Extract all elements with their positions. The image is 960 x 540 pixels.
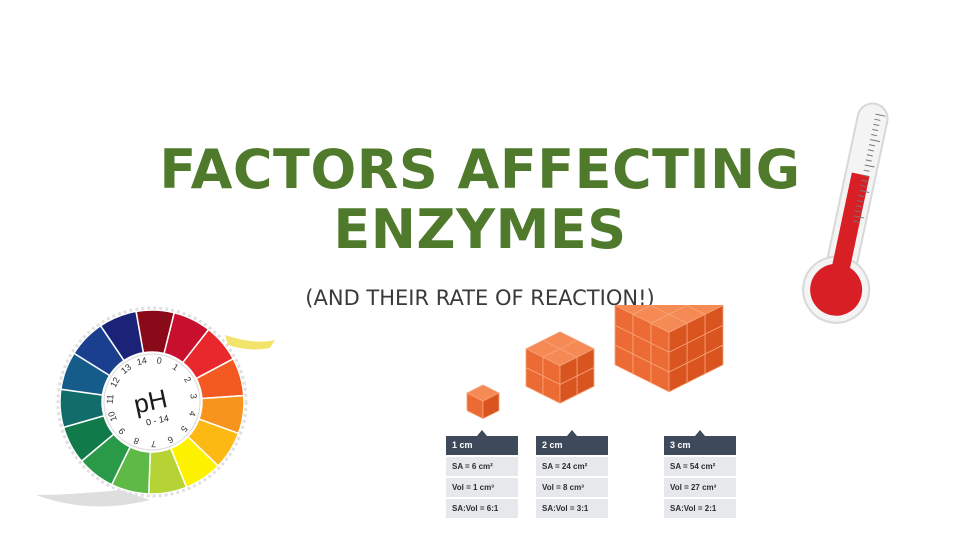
cube-card-3: 3 cm SA = 54 cm² Vol = 27 cm³ SA:Vol = 2… xyxy=(664,430,736,518)
cube-stack xyxy=(614,305,724,393)
cube-side-label: 3 cm xyxy=(664,430,736,455)
ph-number: 11 xyxy=(105,394,116,404)
cube-ratio: SA:Vol = 2:1 xyxy=(664,497,736,518)
ph-number: 2 xyxy=(182,375,193,385)
cube-volume: Vol = 8 cm³ xyxy=(536,476,608,497)
cube-ratio: SA:Vol = 3:1 xyxy=(536,497,608,518)
cube-side-label: 2 cm xyxy=(536,430,608,455)
ph-color-segment xyxy=(99,310,145,362)
cube-surface-area: SA = 24 cm² xyxy=(536,455,608,476)
cube-volume: Vol = 27 cm³ xyxy=(664,476,736,497)
ph-label: pH xyxy=(131,383,170,419)
slide-subtitle: (AND THEIR RATE OF REACTION!) xyxy=(305,286,655,310)
thermometer-icon xyxy=(802,102,889,324)
cube-stack xyxy=(466,384,500,420)
ph-number: 14 xyxy=(136,355,148,367)
ph-number: 9 xyxy=(116,426,127,437)
title-line-2: ENZYMES xyxy=(333,198,627,261)
ph-number: 4 xyxy=(187,410,198,418)
ph-number: 8 xyxy=(132,435,140,446)
ph-number: 13 xyxy=(119,362,133,376)
title-line-1: FACTORS AFFECTING xyxy=(159,138,801,201)
ph-number: 5 xyxy=(179,424,190,434)
cube-card-2: 2 cm SA = 24 cm² Vol = 8 cm³ SA:Vol = 3:… xyxy=(536,430,608,518)
ph-number: 6 xyxy=(166,434,175,445)
ph-number: 7 xyxy=(151,439,156,449)
cube-stack xyxy=(525,331,595,404)
cube-icon xyxy=(466,305,724,420)
ph-range: 0 - 14 xyxy=(145,413,170,428)
cube-ratio: SA:Vol = 6:1 xyxy=(446,497,518,518)
cube-side-label: 1 cm xyxy=(446,430,518,455)
slide-title: FACTORS AFFECTING ENZYMES xyxy=(120,140,840,260)
cube-card-1: 1 cm SA = 6 cm² Vol = 1 cm³ SA:Vol = 6:1 xyxy=(446,430,518,518)
cube-volume: Vol = 1 cm³ xyxy=(446,476,518,497)
ph-number: 3 xyxy=(188,393,199,399)
ph-number: 0 xyxy=(156,355,163,366)
ph-number: 10 xyxy=(106,410,119,423)
cube-surface-area: SA = 54 cm² xyxy=(664,455,736,476)
ph-number: 12 xyxy=(108,376,122,390)
cube-surface-area: SA = 6 cm² xyxy=(446,455,518,476)
ph-number: 1 xyxy=(171,362,181,373)
